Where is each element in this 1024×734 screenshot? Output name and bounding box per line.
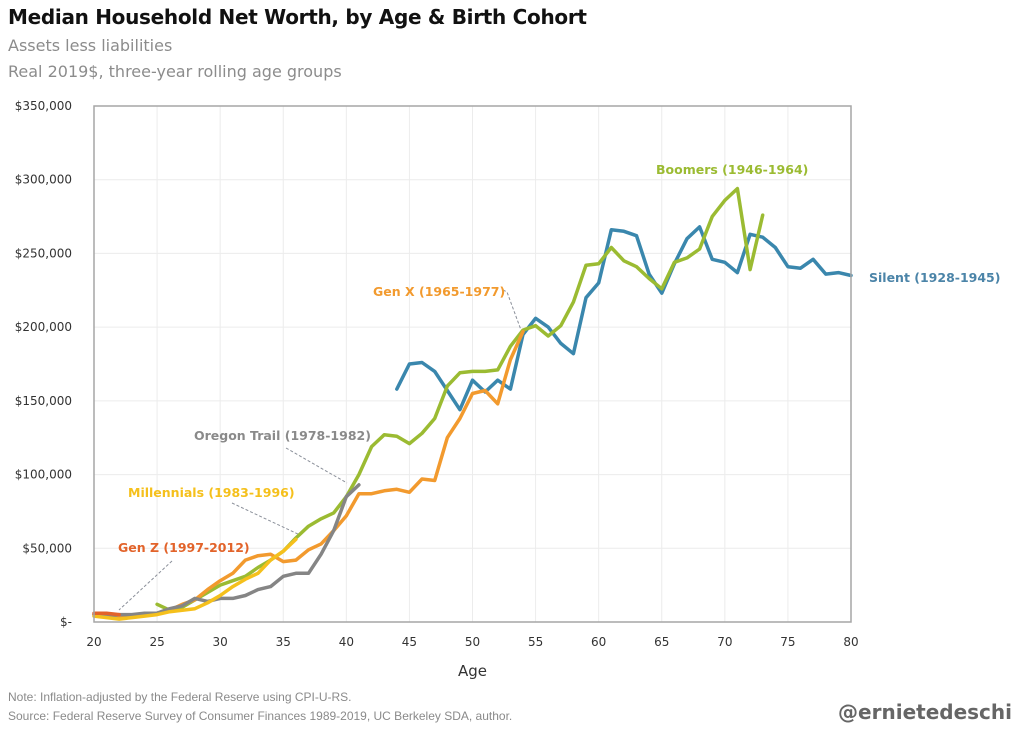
label-leader-line	[285, 447, 348, 484]
x-tick-label: 70	[717, 635, 732, 649]
series-line-gen-z	[92, 611, 121, 617]
x-tick-label: 45	[402, 635, 417, 649]
x-tick-label: 75	[780, 635, 795, 649]
x-tick-label: 25	[149, 635, 164, 649]
plot-frame	[93, 105, 852, 623]
chart-subtitle: Assets less liabilities	[8, 36, 173, 55]
series-label-gen-z: Gen Z (1997-2012)	[118, 540, 250, 555]
y-tick-label: $200,000	[15, 320, 72, 334]
series-label-oregon-trail: Oregon Trail (1978-1982)	[194, 428, 371, 443]
source-note: Source: Federal Reserve Survey of Consum…	[8, 709, 513, 723]
label-leader-line	[118, 560, 173, 611]
series-label-silent: Silent (1928-1945)	[869, 270, 1000, 285]
x-tick-label: 65	[654, 635, 669, 649]
y-tick-label: $150,000	[15, 394, 72, 408]
x-tick-label: 35	[276, 635, 291, 649]
footnote: Note: Inflation-adjusted by the Federal …	[8, 690, 352, 704]
x-tick-label: 50	[465, 635, 480, 649]
y-axis-ticks: $- $50,000 $100,000 $150,000 $200,000 $250,00…	[15, 99, 72, 629]
x-tick-label: 30	[213, 635, 228, 649]
label-leader-lines	[118, 289, 522, 611]
y-tick-label: $300,000	[15, 173, 72, 187]
x-axis-ticks: 20 25 30 35 40 45 50 55 60 65 70 75 80	[86, 635, 858, 649]
x-tick-label: 60	[591, 635, 606, 649]
x-tick-label: 20	[86, 635, 101, 649]
series-line-boomers	[155, 186, 765, 612]
y-tick-label: $-	[60, 615, 72, 629]
author-handle: @ernietedeschi	[838, 700, 1012, 724]
x-tick-label: 40	[339, 635, 354, 649]
series-label-millennials: Millennials (1983-1996)	[128, 485, 295, 500]
y-tick-label: $100,000	[15, 468, 72, 482]
series-line-silent	[395, 225, 853, 412]
series-label-boomers: Boomers (1946-1964)	[656, 162, 808, 177]
chart-subtitle-units: Real 2019$, three-year rolling age group…	[8, 62, 342, 81]
series-labels: Silent (1928-1945) Boomers (1946-1964) Gen…	[118, 162, 1000, 555]
series-line-oregon-trail	[92, 483, 361, 618]
series-lines	[92, 186, 853, 621]
label-leader-line	[502, 289, 522, 331]
x-axis-title: Age	[458, 662, 487, 680]
series-label-gen-x: Gen X (1965-1977)	[373, 284, 505, 299]
label-leader-line	[231, 502, 301, 536]
x-tick-label: 80	[843, 635, 858, 649]
y-tick-label: $250,000	[15, 246, 72, 260]
y-tick-label: $350,000	[15, 99, 72, 113]
x-tick-label: 55	[528, 635, 543, 649]
series-line-millennials	[92, 537, 298, 621]
chart-title: Median Household Net Worth, by Age & Bir…	[8, 5, 587, 29]
y-tick-label: $50,000	[22, 541, 72, 555]
